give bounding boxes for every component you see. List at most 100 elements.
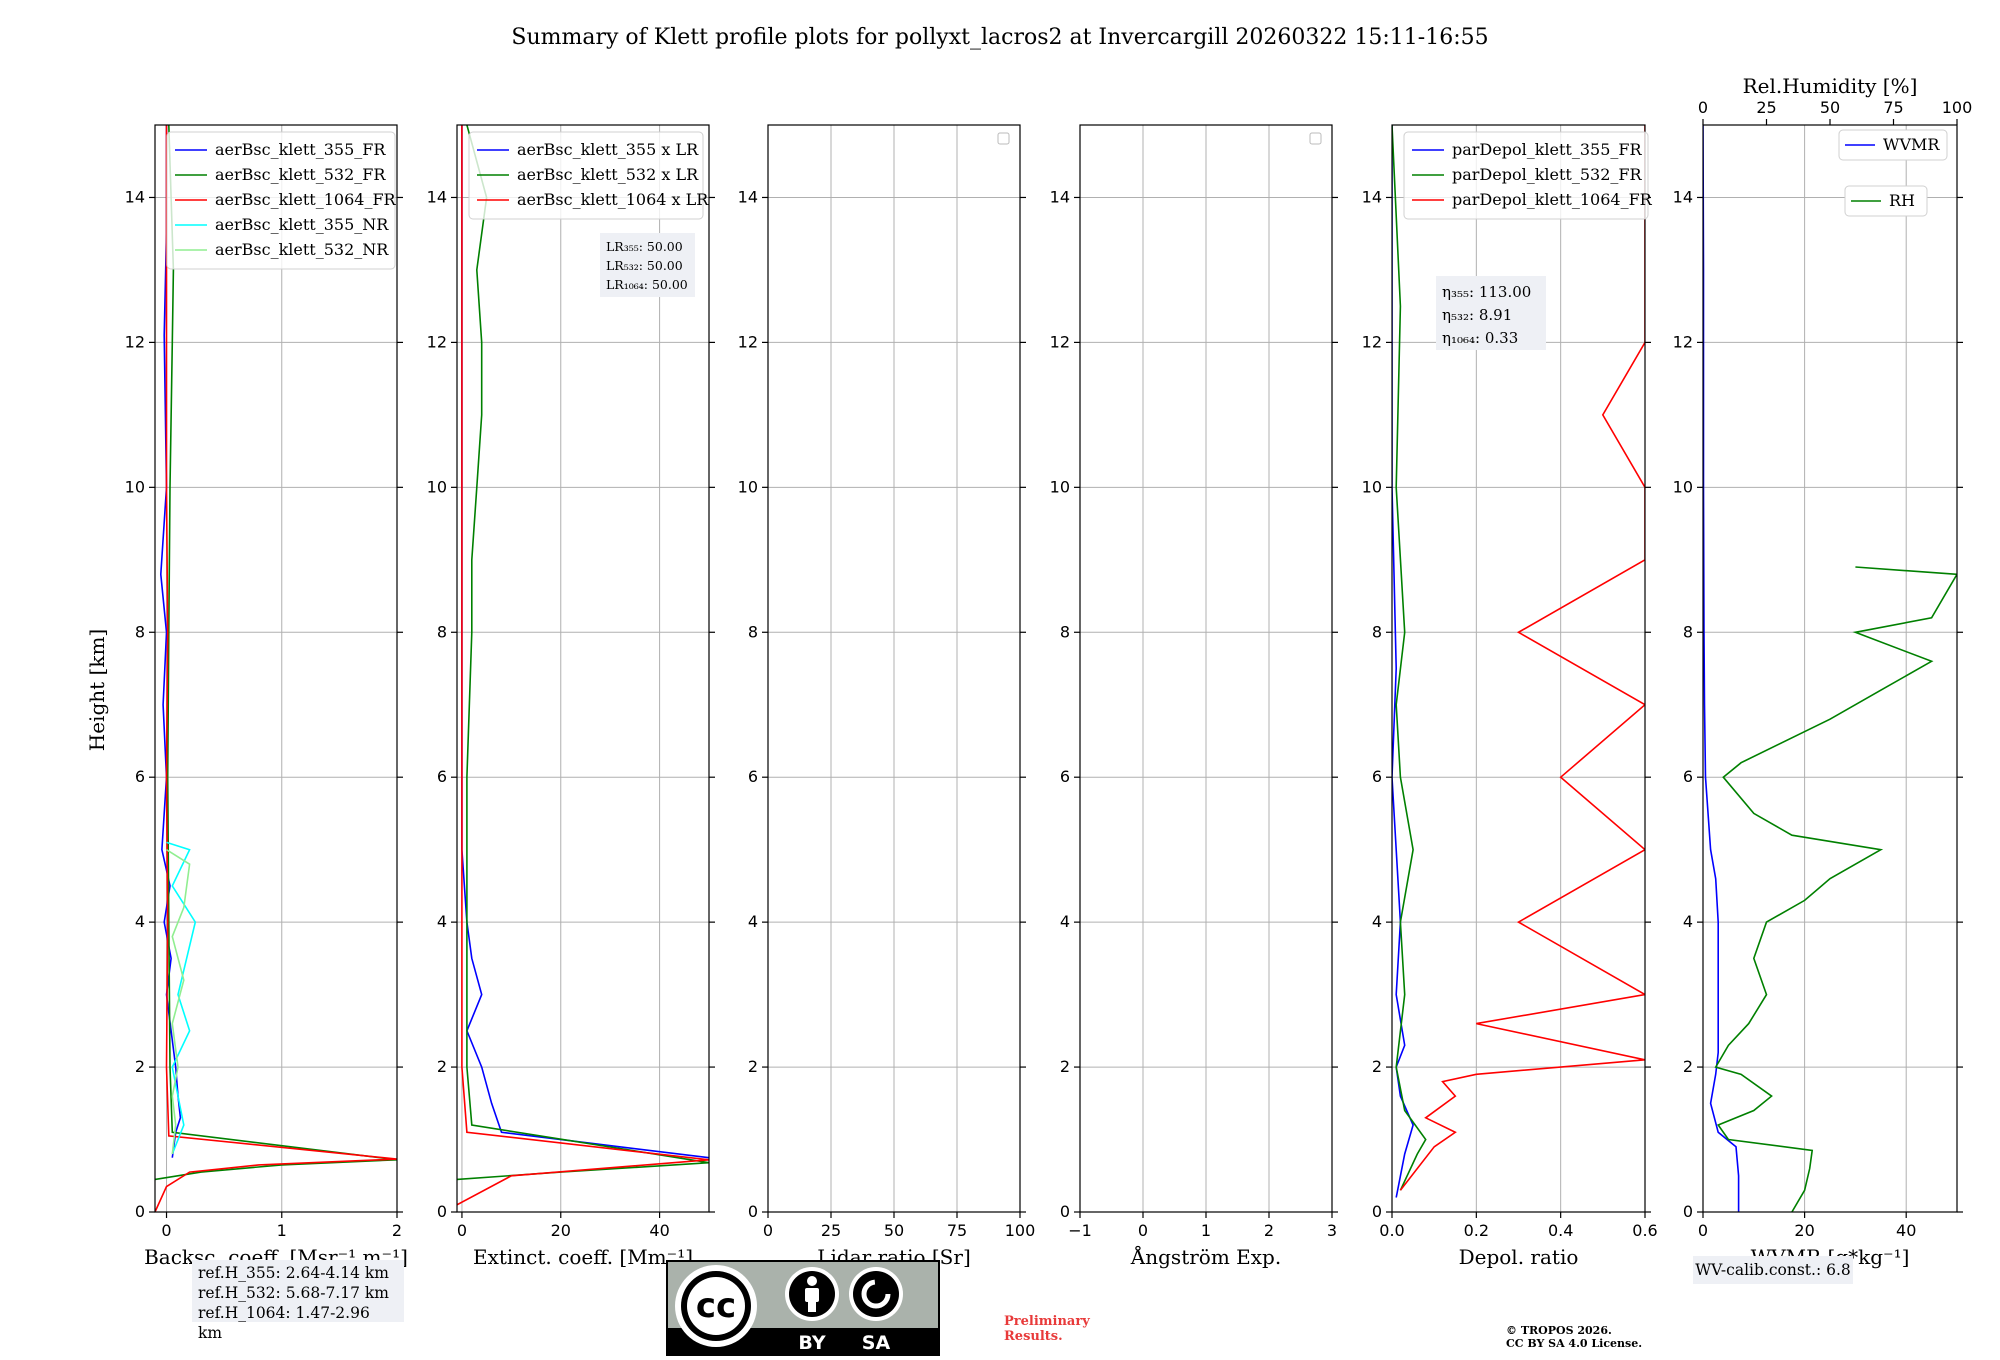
y-tick-label: 6: [437, 767, 447, 786]
series-group: [1703, 125, 1957, 1212]
y-tick-label: 6: [1683, 767, 1693, 786]
x-tick-label: 3: [1327, 1221, 1337, 1240]
legend-box: [468, 131, 704, 220]
copyright-line-1: © TROPOS 2026.: [1506, 1324, 1612, 1337]
series-line-RH: [1714, 566, 1957, 1212]
top-x-tick-label: 100: [1942, 98, 1973, 117]
person-icon-body: [805, 1288, 819, 1302]
share-alike-icon: [861, 1279, 891, 1309]
preliminary-line-1: Preliminary: [1004, 1314, 1090, 1329]
y-tick-label: 2: [1683, 1057, 1693, 1076]
series-group: [155, 125, 397, 1212]
series-line-WVMR: [1703, 125, 1740, 1212]
eta-text: η₁₀₆₄: 0.33: [1442, 329, 1518, 347]
cc-circle-inner: [687, 1277, 745, 1335]
y-tick-label: 10: [125, 477, 145, 496]
legend-box: [1838, 129, 1948, 161]
y-tick-label: 10: [738, 477, 758, 496]
x-tick-label: 2: [392, 1221, 402, 1240]
x-tick-label: 50: [884, 1221, 904, 1240]
y-tick-label: 12: [125, 332, 145, 351]
series-group: [1392, 125, 1645, 1198]
cc-logo-text: cc: [696, 1286, 736, 1326]
legend-box: [166, 131, 396, 270]
legend: parDepol_klett_355_FR parDepol_klett_532_…: [1403, 131, 1653, 220]
legend-label: aerBsc_klett_355_FR: [215, 140, 386, 159]
top-x-tick-label: 75: [1883, 98, 1903, 117]
legend-label: aerBsc_klett_1064_FR: [215, 190, 397, 209]
y-tick-label: 0: [437, 1202, 447, 1221]
x-axis-label: Extinct. coeff. [Mm⁻¹]: [473, 1245, 693, 1269]
y-tick-label: 4: [1683, 912, 1693, 931]
x-tick-label: 0: [161, 1221, 171, 1240]
legend: aerBsc_klett_355_FR aerBsc_klett_532_FRae…: [166, 131, 397, 270]
top-x-tick-label: 25: [1756, 98, 1776, 117]
wv-calibration-box: WV-calib.const.: 6.8: [1693, 1256, 1853, 1284]
reference-height-box: ref.H_355: 2.64-4.14 km ref.H_532: 5.68-…: [192, 1260, 404, 1342]
panel-water_vapor: 0246810121402040WVMR [g*kg⁻¹]0255075100R…: [1673, 74, 1973, 1269]
x-axis-label: Depol. ratio: [1459, 1245, 1579, 1269]
y-tick-label: 0: [135, 1202, 145, 1221]
x-tick-label: 1: [1201, 1221, 1211, 1240]
sa-circle-inner: [853, 1271, 899, 1317]
legend-label: aerBsc_klett_532_FR: [215, 165, 386, 184]
y-tick-label: 8: [1060, 622, 1070, 641]
legend-label: RH: [1889, 191, 1915, 210]
y-tick-label: 12: [427, 332, 447, 351]
y-tick-label: 14: [1050, 187, 1070, 206]
y-tick-label: 12: [738, 332, 758, 351]
x-tick-label: 0.0: [1379, 1221, 1404, 1240]
y-tick-label: 0: [1372, 1202, 1382, 1221]
y-tick-label: 0: [748, 1202, 758, 1221]
legend-label: parDepol_klett_532_FR: [1452, 165, 1643, 184]
axes-frame: [1391, 124, 1646, 1213]
x-tick-label: 0: [763, 1221, 773, 1240]
legend-label: parDepol_klett_355_FR: [1452, 140, 1643, 159]
x-tick-label: 0: [1138, 1221, 1148, 1240]
legend-box: [1844, 185, 1928, 217]
ref-height-1064: ref.H_1064: 1.47-2.96 km: [198, 1304, 370, 1342]
x-axis-label: Ångström Exp.: [1130, 1244, 1281, 1269]
y-tick-label: 0: [1060, 1202, 1070, 1221]
y-tick-label: 2: [1060, 1057, 1070, 1076]
y-tick-label: 12: [1673, 332, 1693, 351]
ref-height-532: ref.H_532: 5.68-7.17 km: [198, 1284, 389, 1302]
y-tick-label: 8: [1372, 622, 1382, 641]
y-tick-label: 6: [1060, 767, 1070, 786]
x-tick-label: 40: [1896, 1221, 1916, 1240]
x-tick-label: 25: [821, 1221, 841, 1240]
series-line-aerBsc_klett_532_FR: [155, 125, 397, 1181]
y-tick-label: 14: [427, 187, 447, 206]
series-line-aerBsc_klett_1064 x LR: [457, 125, 709, 1206]
axes-frame: [154, 124, 398, 1213]
y-tick-label: 10: [1050, 477, 1070, 496]
y-tick-label: 8: [135, 622, 145, 641]
x-tick-label: 20: [551, 1221, 571, 1240]
y-tick-label: 4: [748, 912, 758, 931]
y-tick-label: 4: [1060, 912, 1070, 931]
empty-legend-icon: [1309, 132, 1322, 145]
panel-extinction: 0 2 4 6 8 10 12 14 0 20 40 Extinct. coeff. [Mm⁻¹] ae…: [427, 124, 715, 1269]
series-group: [457, 125, 709, 1206]
series-line-parDepol_klett_1064_FR: [1399, 125, 1645, 1191]
y-tick-label: 4: [1372, 912, 1382, 931]
sa-label: SA: [862, 1332, 891, 1354]
x-tick-label: 0.4: [1548, 1221, 1573, 1240]
y-tick-label: 12: [1050, 332, 1070, 351]
top-x-tick-label: 0: [1698, 98, 1708, 117]
x-tick-label: 0: [1698, 1221, 1708, 1240]
y-tick-label: 10: [1362, 477, 1382, 496]
y-tick-label: 14: [738, 187, 758, 206]
legend-label: parDepol_klett_1064_FR: [1452, 190, 1653, 209]
preliminary-line-2: Results.: [1004, 1329, 1063, 1344]
legend-label: aerBsc_klett_1064 x LR: [517, 190, 709, 209]
figure-title: Summary of Klett profile plots for polly…: [511, 25, 1488, 50]
y-tick-label: 10: [1673, 477, 1693, 496]
person-icon-head: [807, 1276, 817, 1286]
lidar-ratio-text: LR₃₅₅: 50.00: [606, 239, 683, 254]
top-x-axis-label: Rel.Humidity [%]: [1743, 74, 1918, 98]
y-tick-label: 12: [1362, 332, 1382, 351]
y-tick-label: 8: [748, 622, 758, 641]
